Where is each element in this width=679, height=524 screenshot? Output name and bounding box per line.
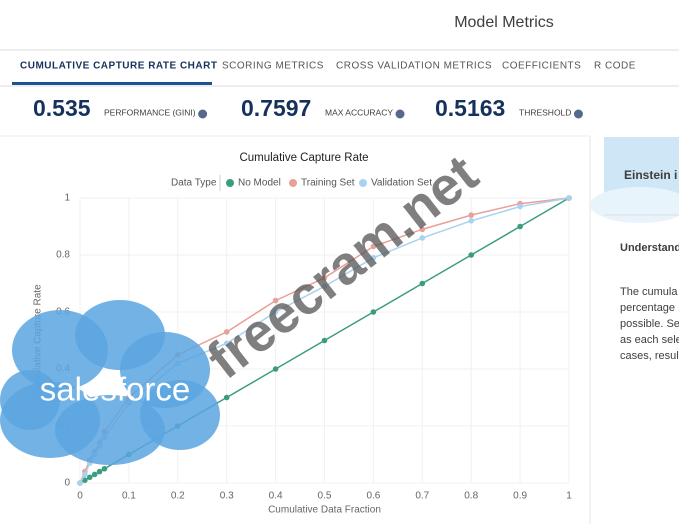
side-panel-text: as each sele [620, 334, 679, 346]
info-icon[interactable] [395, 109, 405, 119]
side-panel-text: cases, resul [620, 350, 679, 362]
data-point [272, 309, 279, 315]
data-point [468, 218, 475, 224]
y-tick-label: 1 [64, 193, 70, 204]
data-point [86, 474, 93, 481]
data-point [321, 283, 328, 290]
side-panel-text: percentage [620, 302, 675, 314]
data-point [77, 480, 83, 486]
cloud [590, 187, 679, 223]
legend-swatch[interactable] [359, 179, 367, 187]
metric-label: THRESHOLD [519, 107, 571, 117]
data-point [370, 243, 377, 250]
y-tick-label: 0.8 [56, 250, 70, 261]
data-point [321, 275, 328, 281]
side-panel-header: Einstein i [624, 168, 677, 182]
data-point [321, 337, 328, 344]
metric-value: 0.535 [33, 95, 91, 121]
chart-title: Cumulative Capture Rate [239, 152, 368, 164]
x-tick-label: 0.8 [464, 491, 478, 502]
data-point [223, 340, 230, 347]
legend-label[interactable]: No Model [238, 178, 281, 189]
data-point [517, 223, 523, 230]
data-point [370, 255, 377, 261]
tab[interactable]: CROSS VALIDATION METRICS [336, 61, 492, 72]
data-point [82, 477, 88, 483]
data-point [91, 471, 98, 478]
data-point [517, 203, 523, 210]
side-panel-text: The cumula [620, 286, 678, 298]
legend-label[interactable]: Validation Set [371, 178, 432, 189]
data-point [419, 226, 426, 233]
info-icon[interactable] [573, 109, 583, 119]
legend-swatch[interactable] [289, 179, 297, 187]
info-icon[interactable] [198, 109, 208, 119]
metric-label: PERFORMANCE (GINI) [104, 107, 196, 117]
logo-cloud [0, 370, 60, 430]
data-point [566, 195, 572, 201]
data-point [96, 468, 103, 475]
metric-value: 0.7597 [241, 95, 311, 121]
x-tick-label: 0 [77, 491, 83, 502]
active-tab-indicator [12, 82, 212, 85]
tab[interactable]: COEFFICIENTS [502, 61, 581, 72]
page-title: Model Metrics [454, 14, 554, 31]
data-point [370, 309, 377, 315]
legend-label[interactable]: Training Set [301, 178, 355, 189]
tab[interactable]: R CODE [594, 61, 636, 72]
x-axis-label: Cumulative Data Fraction [268, 505, 381, 516]
x-tick-label: 0.2 [171, 491, 185, 502]
x-tick-label: 0.9 [513, 491, 527, 502]
x-tick-label: 0.1 [122, 491, 136, 502]
data-point [223, 394, 230, 401]
x-tick-label: 0.4 [269, 491, 283, 502]
logo-cloud [140, 380, 220, 450]
data-point [223, 329, 230, 335]
data-point [419, 235, 426, 241]
y-tick-label: 0 [64, 478, 70, 489]
side-panel-heading: Understand [620, 242, 679, 254]
logo-cloud [55, 395, 165, 465]
x-tick-label: 0.6 [366, 491, 380, 502]
data-point [101, 465, 108, 472]
data-point [272, 366, 279, 372]
tab[interactable]: SCORING METRICS [222, 61, 324, 72]
logo-text: salesforce [40, 371, 190, 408]
legend-title: Data Type [171, 178, 217, 189]
metric-value: 0.5163 [435, 95, 505, 121]
x-tick-label: 0.7 [415, 491, 429, 502]
legend-swatch[interactable] [226, 179, 234, 187]
side-panel-text: possible. Se [620, 318, 679, 330]
x-tick-label: 1 [566, 491, 572, 502]
metric-label: MAX ACCURACY [325, 107, 393, 117]
tab[interactable]: CUMULATIVE CAPTURE RATE CHART [20, 61, 217, 72]
data-point [82, 471, 88, 478]
data-point [468, 252, 475, 258]
data-point [419, 280, 426, 287]
data-point [272, 297, 279, 304]
x-tick-label: 0.3 [220, 491, 234, 502]
x-tick-label: 0.5 [318, 491, 332, 502]
data-point [468, 212, 475, 218]
